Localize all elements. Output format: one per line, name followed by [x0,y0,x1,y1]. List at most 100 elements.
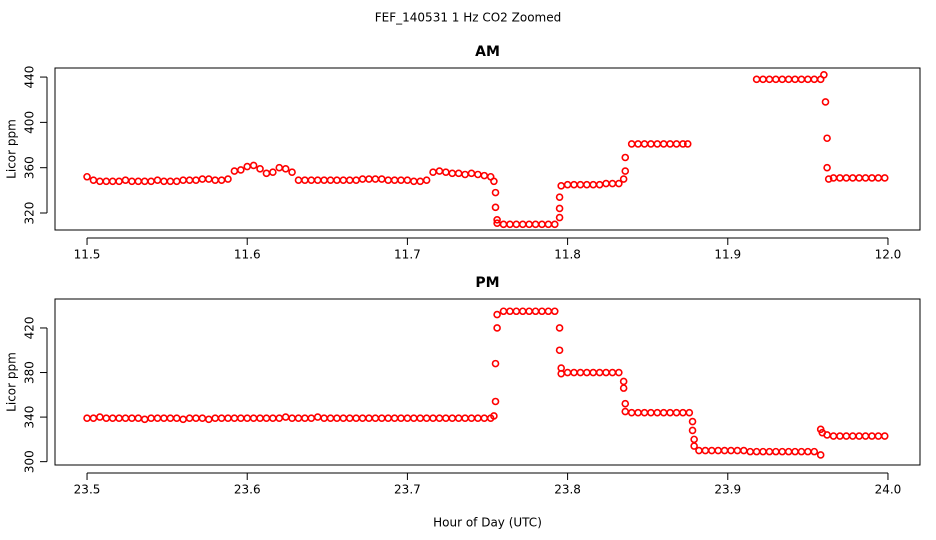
point [739,446,748,455]
point [490,177,498,186]
point [211,176,219,184]
point [256,165,264,173]
point [313,176,322,184]
point [555,213,564,222]
point [797,447,806,456]
point [701,446,710,455]
point [829,432,838,440]
point [531,307,540,316]
point [589,180,598,189]
point [140,415,149,424]
point [397,414,405,423]
point [589,368,598,377]
point [621,399,630,408]
point [727,446,735,455]
point [422,414,431,423]
point [491,188,500,197]
point [690,435,698,444]
point [493,216,501,224]
point [345,176,354,184]
point [352,176,360,184]
point [403,176,412,184]
point [714,446,722,455]
point [653,408,662,417]
point [153,414,162,423]
point [576,368,585,377]
point [237,166,245,174]
point [384,176,392,184]
x-axis-label: Hour of Day (UTC) [433,516,542,530]
point [627,408,636,417]
point [326,176,335,184]
point [506,307,514,316]
point [371,175,380,183]
x-tick-label: 11.9 [714,248,741,262]
point [848,174,857,182]
point [147,177,155,186]
point [256,414,264,423]
point [550,220,559,229]
point [435,414,444,423]
point [621,407,630,416]
point [621,167,630,175]
point [269,414,277,423]
point [608,179,617,188]
point [390,176,399,184]
point [160,177,168,186]
point [403,414,412,423]
point [416,177,425,186]
y-tick-label: 340 [23,406,37,429]
point [281,165,290,173]
point [659,140,668,148]
x-tick-label: 11.7 [394,248,421,262]
point [140,177,149,186]
point [166,177,175,186]
x-tick-label: 12.0 [875,248,902,262]
point [185,414,194,423]
point [491,359,500,368]
point [544,220,553,229]
point [499,307,508,316]
point [759,447,767,456]
point [679,140,687,148]
point [461,170,469,179]
point [211,414,219,423]
point [823,163,831,172]
point [820,70,828,79]
point [765,75,774,84]
point [480,171,489,180]
point [474,170,482,179]
point [467,414,476,423]
point [198,414,207,423]
point [570,368,578,377]
point [96,413,104,421]
point [576,180,585,189]
point [720,446,729,455]
point [179,415,187,424]
point [855,432,863,440]
point [365,175,373,183]
point [555,324,564,332]
point [880,432,889,440]
point [836,432,844,440]
point [688,426,697,435]
point [313,413,322,421]
point [583,368,591,377]
x-tick-label: 11.8 [554,248,581,262]
x-tick-label: 23.8 [554,483,581,497]
point [695,446,703,455]
point [198,175,207,183]
point [778,75,787,84]
point [365,414,373,423]
point [192,414,200,423]
point [217,414,226,423]
point [615,179,623,188]
point [836,174,844,182]
point [810,75,819,84]
point [821,98,830,106]
point [491,397,500,406]
point [555,193,564,201]
point [512,220,521,229]
point [772,75,780,84]
